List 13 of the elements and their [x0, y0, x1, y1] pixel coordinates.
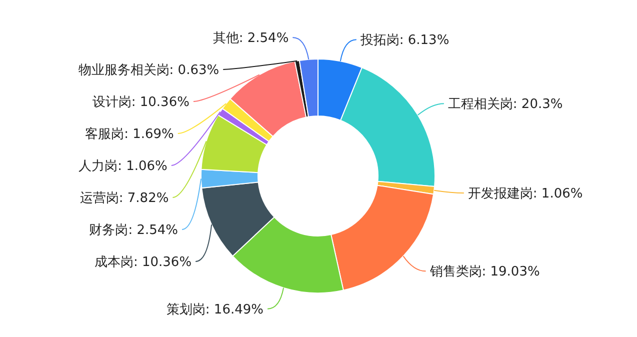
slice-label: 工程相关岗: 20.3% — [448, 97, 563, 112]
slice-label: 开发报建岗: 1.06% — [468, 186, 583, 202]
slice-label: 其他: 2.54% — [212, 30, 289, 46]
slice-label: 财务岗: 2.54% — [89, 222, 178, 238]
slice-label: 物业服务相关岗: 0.63% — [78, 62, 220, 78]
slice-label: 运营岗: 7.82% — [80, 190, 169, 206]
slice-label: 策划岗: 16.49% — [166, 302, 264, 318]
slice-label: 设计岗: 10.36% — [92, 94, 190, 110]
slice-label: 投拓岗: 6.13% — [359, 33, 450, 48]
slice-label: 人力岗: 1.06% — [78, 158, 168, 174]
slice-label: 销售类岗: 19.03% — [428, 264, 540, 280]
slice-label: 成本岗: 10.36% — [94, 254, 192, 270]
slice-label: 客服岗: 1.69% — [85, 126, 174, 142]
